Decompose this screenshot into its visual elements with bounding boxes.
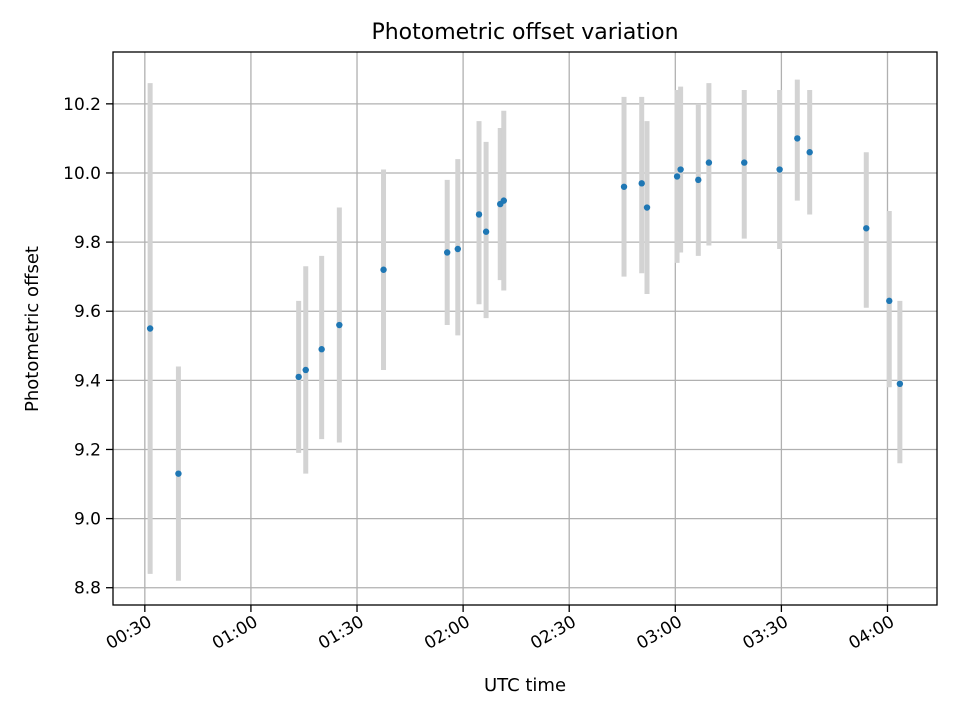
- data-point: [482, 228, 490, 235]
- data-point: [302, 366, 309, 374]
- plot-frame: [112, 51, 938, 606]
- y-tick-label: 9.4: [74, 371, 101, 391]
- data-point: [863, 225, 870, 232]
- grid: [113, 52, 937, 605]
- data-point: [806, 149, 813, 156]
- y-tick-label: 9.6: [74, 302, 101, 322]
- data-point: [673, 173, 681, 180]
- y-axis-ticks: 8.8 9.0 9.2 9.4 9.6 9.8 10.0 10.2: [63, 95, 113, 599]
- data-point: [475, 211, 483, 218]
- y-tick-label: 9.2: [74, 440, 101, 460]
- data-point: [705, 159, 713, 166]
- data-point: [638, 180, 645, 187]
- data-point: [336, 321, 343, 329]
- data-point: [741, 159, 748, 166]
- data-point: [500, 197, 507, 204]
- data-points: [146, 135, 904, 477]
- y-tick-label: 10.0: [63, 164, 101, 184]
- data-point: [794, 135, 801, 142]
- data-point: [380, 266, 387, 273]
- data-point: [443, 249, 451, 256]
- data-point: [318, 346, 325, 353]
- data-point: [620, 183, 628, 190]
- y-tick-label: 10.2: [63, 95, 101, 115]
- data-point: [295, 373, 302, 381]
- data-point: [643, 204, 651, 211]
- data-point: [896, 380, 904, 387]
- y-axis-label: Photometric offset: [22, 246, 43, 412]
- data-point: [695, 176, 702, 184]
- chart-title: Photometric offset variation: [371, 20, 678, 45]
- data-point: [677, 166, 684, 173]
- data-point: [146, 325, 154, 332]
- x-axis-label: UTC time: [484, 675, 566, 696]
- y-tick-label: 8.8: [74, 579, 101, 599]
- y-tick-label: 9.0: [74, 510, 101, 530]
- y-tick-label: 9.8: [74, 233, 101, 253]
- data-point: [175, 470, 182, 477]
- data-point: [776, 166, 783, 173]
- data-point: [886, 297, 893, 305]
- data-point: [454, 245, 462, 253]
